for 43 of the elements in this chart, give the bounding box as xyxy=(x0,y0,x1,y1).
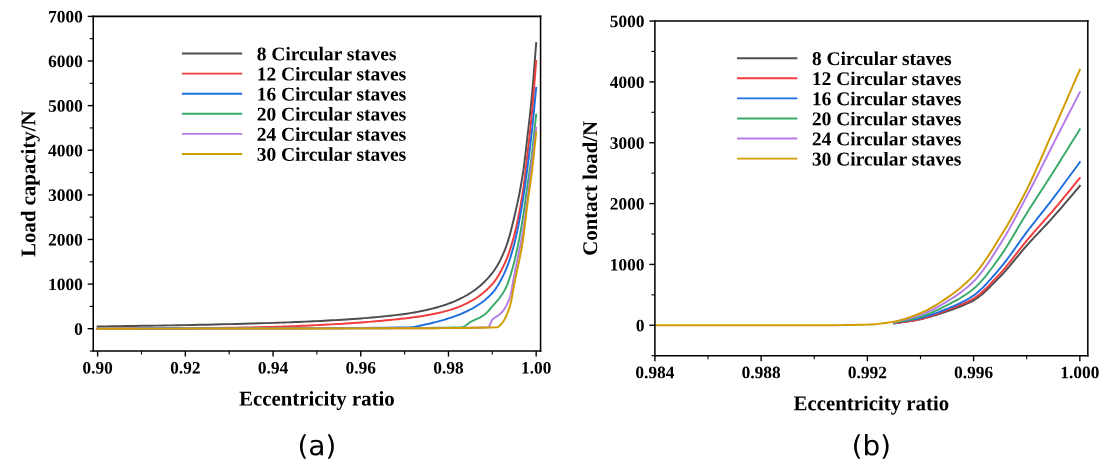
y-tick-label: 4000 xyxy=(48,144,83,157)
y-axis-title: Load capacity/N xyxy=(20,110,40,257)
legend-label: 24 Circular staves xyxy=(812,131,961,146)
legend-label: 24 Circular staves xyxy=(257,127,406,141)
y-tick-label: 5000 xyxy=(48,100,83,112)
x-tick-label: 0.98 xyxy=(433,361,464,374)
y-tick-label: 2000 xyxy=(48,233,83,246)
x-tick-label: 0.92 xyxy=(170,361,200,374)
y-tick-label: 3000 xyxy=(48,189,83,202)
legend-label: 12 Circular staves xyxy=(258,66,406,81)
x-tick-label: 0.94 xyxy=(258,361,288,374)
x-tick-label: 0.996 xyxy=(954,366,993,379)
text: (a) xyxy=(299,434,334,459)
y-tick-label: 5000 xyxy=(610,15,644,28)
legend-label: 30 Circular staves xyxy=(812,151,961,166)
legend-label: 16 Circular staves xyxy=(258,87,406,101)
x-tick-label: 0.984 xyxy=(636,366,675,379)
y-tick-label: 6000 xyxy=(48,55,83,68)
legend-label: 8 Circular staves xyxy=(812,51,952,66)
text: (b) xyxy=(854,434,889,459)
y-tick-label: 4000 xyxy=(610,76,644,89)
y-tick-label: 1000 xyxy=(49,278,83,291)
legend-label: 30 Circular staves xyxy=(257,147,406,161)
y-tick-label: 7000 xyxy=(49,10,83,23)
x-tick-label: 0.988 xyxy=(742,366,781,379)
legend-label: 20 Circular staves xyxy=(812,111,961,126)
x-tick-label: 1.00 xyxy=(522,361,551,374)
legend-label: 12 Circular staves xyxy=(813,71,961,86)
y-tick-label: 0 xyxy=(74,323,83,335)
legend-label: 20 Circular staves xyxy=(257,107,406,121)
x-tick-label: 0.992 xyxy=(848,366,887,379)
y-tick-label: 1000 xyxy=(611,258,644,271)
legend-label: 16 Circular staves xyxy=(813,91,961,106)
x-axis-title: Eccentricity ratio xyxy=(793,395,949,415)
x-tick-label: 1.000 xyxy=(1061,366,1099,379)
y-tick-label: 3000 xyxy=(610,137,644,149)
y-tick-label: 0 xyxy=(636,319,644,332)
x-axis-title: Eccentricity ratio xyxy=(239,391,394,410)
x-tick-label: 0.90 xyxy=(83,361,113,374)
x-tick-label: 0.96 xyxy=(346,361,376,374)
y-axis-title: Contact load/N xyxy=(582,121,598,255)
legend-label: 8 Circular staves xyxy=(257,46,396,61)
y-tick-label: 2000 xyxy=(610,198,644,210)
